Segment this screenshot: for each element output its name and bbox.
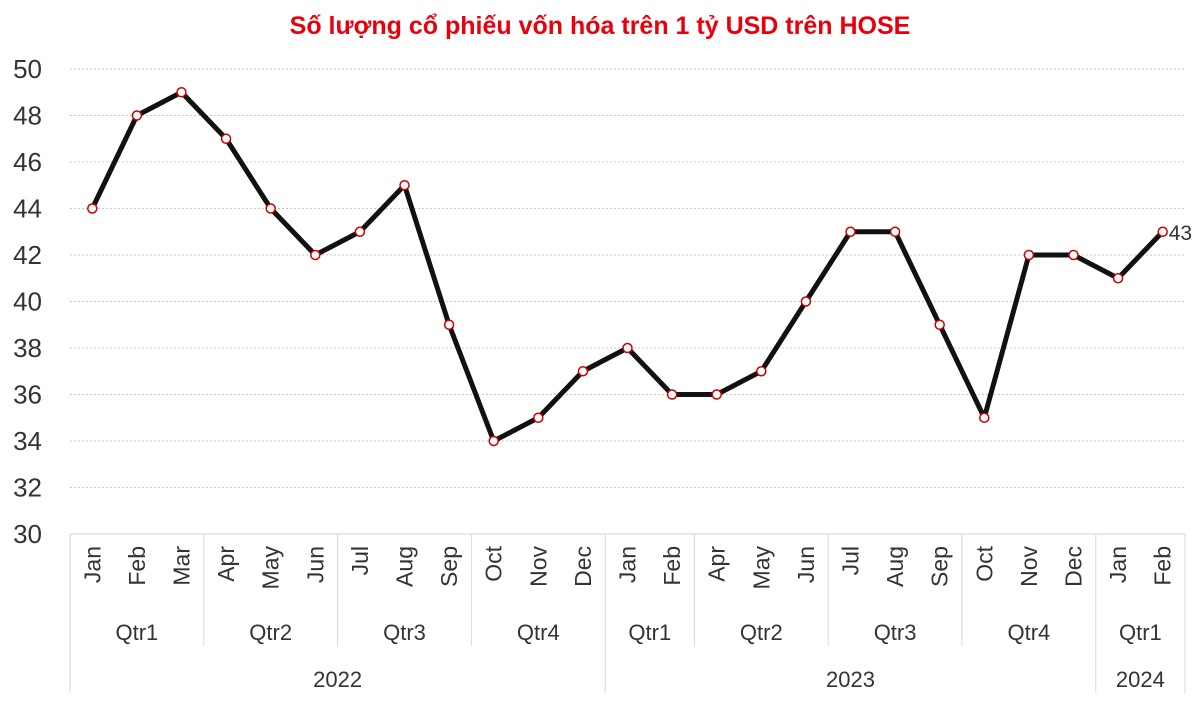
data-point: [1112, 273, 1124, 284]
data-point: [711, 389, 722, 400]
x-tick-label: Dec: [570, 546, 596, 587]
year-label: 2023: [826, 667, 875, 692]
quarter-label: Qtr2: [249, 620, 292, 645]
data-label: 43: [1169, 222, 1192, 245]
data-point: [310, 249, 321, 261]
x-tick-label: Apr: [704, 546, 730, 582]
data-point: [176, 87, 187, 98]
data-point: [756, 366, 767, 377]
x-tick-label: Jul: [838, 546, 864, 575]
quarter-label: Qtr1: [116, 620, 159, 645]
data-point: [265, 203, 276, 214]
data-point: [533, 412, 544, 423]
data-point: [800, 296, 812, 307]
quarter-label: Qtr2: [740, 620, 783, 645]
quarter-label: Qtr1: [1119, 620, 1162, 645]
y-tick-label: 44: [13, 194, 42, 224]
y-tick-label: 46: [13, 147, 42, 177]
data-point: [934, 319, 945, 330]
y-tick-label: 40: [13, 287, 42, 317]
x-tick-label: Oct: [481, 545, 507, 581]
x-tick-label: Jun: [793, 546, 819, 583]
data-point: [577, 366, 589, 377]
quarter-label: Qtr4: [1008, 620, 1051, 645]
data-point: [443, 319, 455, 330]
data-point: [488, 435, 499, 447]
data-point: [1157, 226, 1168, 237]
data-point: [1068, 249, 1079, 261]
year-label: 2022: [313, 667, 362, 692]
x-tick-label: May: [258, 546, 284, 590]
x-tick-label: Jan: [1105, 546, 1131, 583]
y-tick-label: 42: [13, 240, 42, 270]
x-tick-label: Aug: [392, 546, 418, 587]
y-tick-label: 48: [13, 101, 42, 131]
data-point: [622, 342, 633, 354]
year-label: 2024: [1116, 667, 1165, 692]
data-point: [845, 226, 856, 237]
data-point: [220, 133, 232, 144]
x-tick-label: Mar: [169, 546, 195, 586]
x-tick-label: Nov: [525, 546, 551, 587]
x-tick-label: Jan: [615, 546, 641, 583]
data-point: [354, 226, 366, 237]
x-tick-label: Feb: [1150, 546, 1176, 586]
x-tick-label: Jun: [302, 546, 328, 583]
data-point: [87, 203, 98, 214]
series-line: [89, 89, 1166, 444]
x-tick-label: Aug: [882, 546, 908, 587]
data-point: [1023, 249, 1035, 261]
y-tick-label: 34: [13, 426, 42, 456]
x-tick-label: Nov: [1016, 546, 1042, 587]
data-point: [666, 389, 678, 400]
y-tick-label: 30: [13, 519, 42, 549]
data-point: [979, 412, 990, 423]
x-tick-label: Jul: [347, 546, 373, 575]
y-tick-label: 36: [13, 380, 42, 410]
x-tick-label: Oct: [971, 545, 997, 581]
x-tick-label: Dec: [1061, 546, 1087, 587]
data-point: [399, 180, 410, 191]
x-tick-label: Feb: [124, 546, 150, 586]
y-tick-label: 32: [13, 473, 42, 503]
x-tick-label: Jan: [79, 546, 105, 583]
x-tick-label: Sep: [436, 546, 462, 587]
y-tick-label: 38: [13, 333, 42, 363]
quarter-label: Qtr3: [383, 620, 426, 645]
quarter-label: Qtr4: [517, 620, 560, 645]
data-point: [131, 110, 143, 121]
data-point: [889, 226, 901, 237]
x-tick-label: May: [748, 546, 774, 590]
x-tick-label: Sep: [927, 546, 953, 587]
x-tick-label: Apr: [213, 546, 239, 582]
chart-title: Số lượng cổ phiếu vốn hóa trên 1 tỷ USD …: [289, 12, 911, 40]
quarter-label: Qtr3: [874, 620, 917, 645]
y-tick-label: 50: [13, 54, 42, 84]
x-tick-label: Feb: [659, 546, 685, 586]
quarter-label: Qtr1: [628, 620, 671, 645]
